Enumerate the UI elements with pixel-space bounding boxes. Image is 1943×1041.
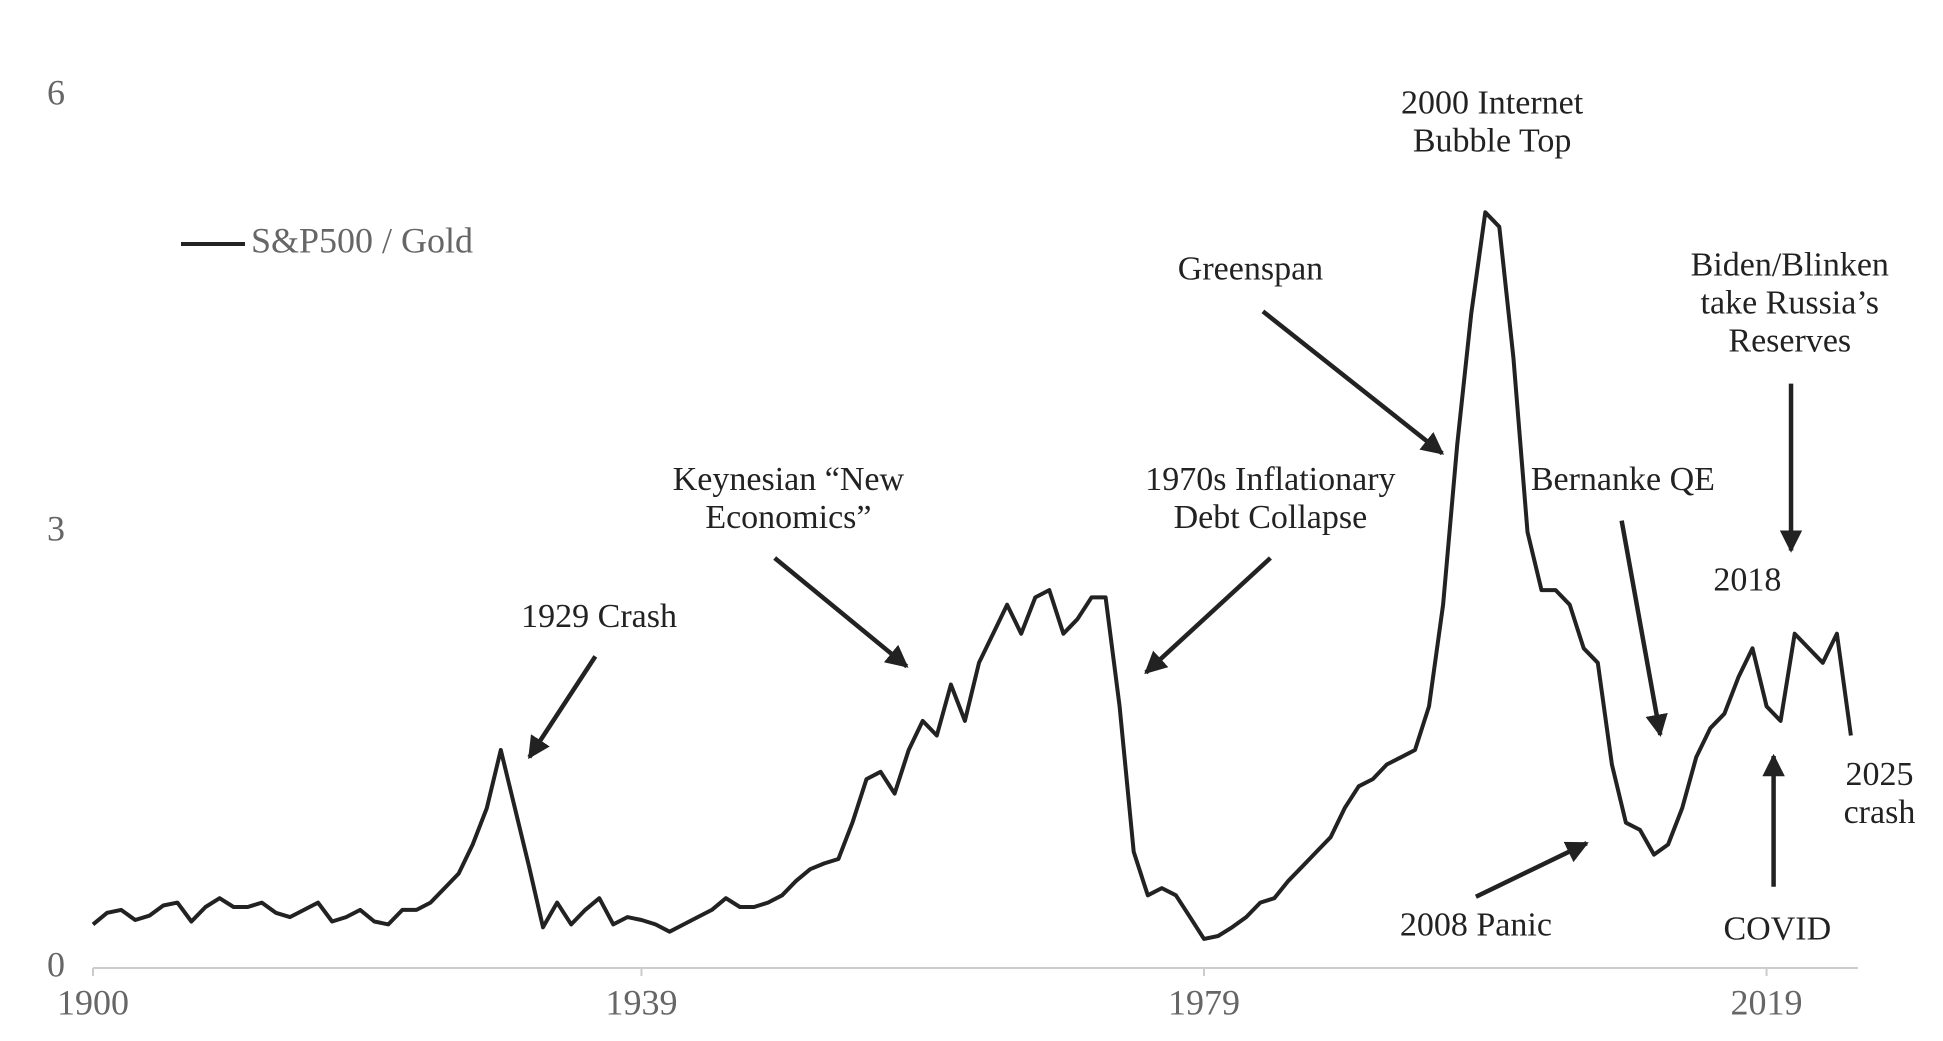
annotation-arrow	[1474, 841, 1589, 899]
annotation: Bernanke QE	[1531, 461, 1715, 498]
annotation-arrow	[1619, 520, 1668, 738]
y-tick-label: 6	[47, 72, 65, 112]
annotation: 1970s Inflationary	[1145, 461, 1395, 498]
annotation: Biden/Blinken	[1691, 247, 1889, 284]
annotation: COVID	[1723, 910, 1831, 947]
annotation: Debt Collapse	[1174, 499, 1368, 536]
x-tick-label: 2019	[1731, 982, 1803, 1022]
annotation: 2018	[1713, 562, 1781, 599]
annotation: take Russia’s	[1701, 285, 1879, 322]
annotation: Economics”	[705, 499, 871, 536]
annotation-arrow	[1144, 556, 1272, 675]
annotation: crash	[1844, 794, 1916, 831]
annotation: Reserves	[1728, 323, 1851, 360]
annotation-arrow	[527, 655, 598, 760]
annotation-arrow	[1261, 309, 1445, 456]
annotation: 2008 Panic	[1400, 907, 1552, 944]
annotation-arrow	[773, 556, 909, 669]
x-tick-label: 1939	[605, 982, 677, 1022]
x-tick-label: 1979	[1168, 982, 1240, 1022]
annotation: Bubble Top	[1413, 123, 1572, 160]
y-tick-label: 0	[47, 944, 65, 984]
annotation: 1929 Crash	[521, 598, 677, 635]
annotation: 2025	[1845, 756, 1913, 793]
y-tick-label: 3	[47, 508, 65, 548]
series-line	[91, 210, 1853, 941]
legend-label: S&P500 / Gold	[251, 220, 473, 260]
x-tick-label: 1900	[57, 982, 129, 1022]
annotation: 2000 Internet	[1401, 85, 1584, 122]
annotation: Keynesian “New	[673, 461, 905, 498]
annotation: Greenspan	[1178, 250, 1323, 287]
